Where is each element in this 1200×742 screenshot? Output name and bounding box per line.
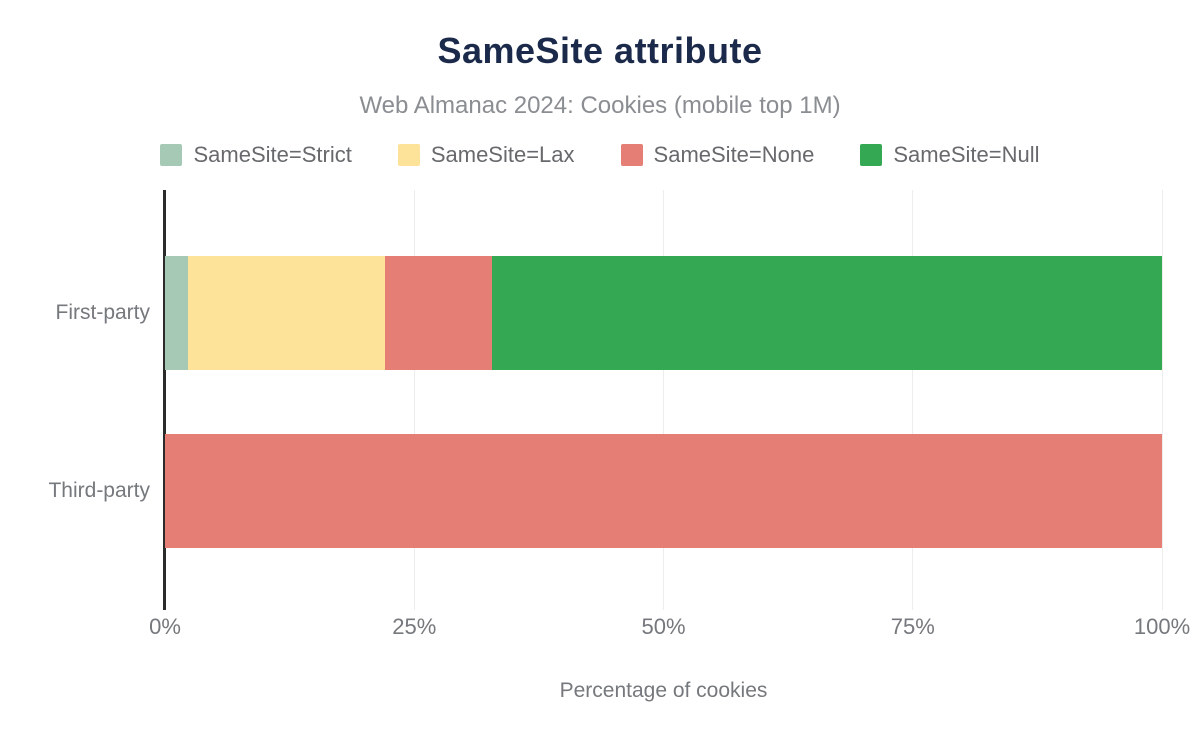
legend-swatch <box>620 144 643 166</box>
gridline <box>663 190 664 610</box>
gridline <box>413 190 415 610</box>
category-label: First-party <box>55 301 151 324</box>
x-tick-label: 50% <box>641 614 686 639</box>
legend-item: SameSite=Null <box>860 142 1040 168</box>
x-tick-label: 75% <box>890 614 935 639</box>
legend-label: SameSite=Strict <box>193 142 352 167</box>
bar-segment <box>385 256 492 370</box>
legend-swatch <box>397 144 420 166</box>
bar-row-third-party <box>165 434 1162 548</box>
legend-label: SameSite=None <box>653 142 815 167</box>
legend: SameSite=Strict SameSite=Lax SameSite=None… <box>0 142 1200 168</box>
gridline <box>1161 190 1163 610</box>
bar-segment <box>187 256 386 370</box>
legend-label: SameSite=Null <box>893 142 1040 167</box>
bar-segment <box>491 256 1162 370</box>
legend-item: SameSite=None <box>620 142 815 168</box>
x-tick-label: 25% <box>392 614 437 639</box>
y-axis-category-labels: First-party Third-party <box>0 190 150 605</box>
x-tick-label: 0% <box>149 614 181 639</box>
legend-swatch <box>860 144 883 166</box>
y-axis-line <box>163 190 166 610</box>
legend-swatch <box>160 144 183 166</box>
legend-item: SameSite=Strict <box>160 142 352 168</box>
legend-item: SameSite=Lax <box>397 142 575 168</box>
bar-row-first-party <box>165 256 1162 370</box>
x-axis-title: Percentage of cookies <box>559 679 768 702</box>
x-tick-label: 100% <box>1133 614 1191 639</box>
legend-label: SameSite=Lax <box>430 142 575 167</box>
category-label: Third-party <box>48 479 150 502</box>
bar-segment <box>165 434 1162 548</box>
chart-title: SameSite attribute <box>437 30 763 71</box>
bar-segment <box>165 256 188 370</box>
gridline <box>912 190 914 610</box>
x-axis-tick-labels: 0% 25% 50% 75% 100% <box>149 614 1190 644</box>
chart-subtitle: Web Almanac 2024: Cookies (mobile top 1M… <box>359 92 841 119</box>
plot-area <box>163 190 1163 610</box>
